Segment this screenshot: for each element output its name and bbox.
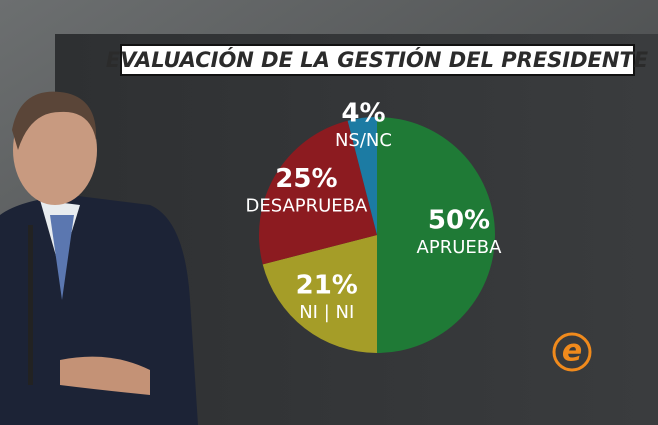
slice-category-label: APRUEBA [417, 237, 503, 258]
slice-category-label: DESAPRUEBA [245, 195, 368, 216]
logo: e [562, 334, 582, 369]
logo-ring [552, 332, 592, 372]
slice-value-label: 4% [341, 98, 385, 128]
presenter [0, 91, 198, 425]
slice-category-label: NI | NI [299, 302, 354, 323]
slice-value-label: 21% [296, 270, 358, 300]
pie-slice [377, 117, 495, 353]
chart-title: EVALUACIÓN DE LA GESTIÓN DEL PRESIDENTE [106, 47, 649, 72]
slice-category-label: NS/NC [335, 130, 392, 151]
pie-slice [347, 117, 377, 235]
pie-slice [259, 120, 377, 265]
slice-value-label: 50% [428, 206, 490, 236]
title-box [120, 44, 635, 76]
slice-value-label: 25% [275, 164, 337, 194]
pie-slice [262, 235, 377, 353]
